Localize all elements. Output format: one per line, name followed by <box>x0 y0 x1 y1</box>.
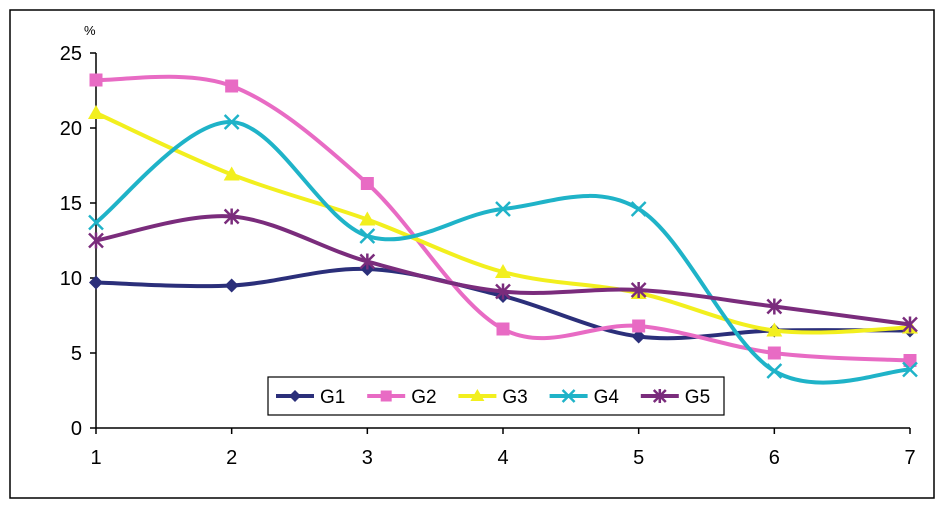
legend-item-g3: G3 <box>458 387 528 408</box>
data-point-g4 <box>902 361 918 378</box>
legend-swatch-marker <box>470 389 485 401</box>
data-point-g5 <box>223 208 240 225</box>
data-point-g2 <box>632 319 646 333</box>
marker-stroke <box>359 228 376 244</box>
x-tick-label: 3 <box>362 447 373 469</box>
y-tick-label: 10 <box>60 268 82 290</box>
legend-label: G5 <box>685 387 710 408</box>
marker-stroke <box>495 201 511 217</box>
data-point-g2 <box>225 79 239 93</box>
y-tick-label: 0 <box>71 418 82 440</box>
data-point-g2 <box>903 354 917 367</box>
legend-label: G3 <box>502 387 527 408</box>
data-point-g5 <box>495 283 511 300</box>
legend-label: G4 <box>594 387 620 408</box>
data-point-g5 <box>359 253 376 270</box>
data-point-g5 <box>630 282 647 298</box>
legend-item-g2: G2 <box>367 387 437 408</box>
data-point-g4 <box>495 201 511 217</box>
data-point-g4 <box>630 201 647 217</box>
data-point-g3 <box>223 166 240 181</box>
legend-swatch-marker <box>289 390 301 402</box>
series-g5 <box>88 208 918 333</box>
data-point-g4 <box>223 114 240 130</box>
marker-stroke <box>766 363 783 379</box>
x-tick-label: 5 <box>633 447 644 469</box>
data-point-g5 <box>766 298 783 315</box>
data-point-g1 <box>224 278 239 293</box>
series-g2 <box>89 73 917 367</box>
data-point-g2 <box>496 322 510 336</box>
y-tick-label: 15 <box>60 193 82 215</box>
legend-label: G2 <box>411 387 436 408</box>
legend-swatch-marker <box>380 390 392 402</box>
legend-item-g5: G5 <box>640 387 710 408</box>
data-point-g1 <box>631 329 646 344</box>
data-point-g3 <box>766 322 783 337</box>
marker-stroke <box>902 361 918 378</box>
data-point-g2 <box>767 346 781 360</box>
data-point-g4 <box>766 363 783 379</box>
legend-item-g4: G4 <box>549 387 620 408</box>
data-point-g2 <box>360 177 374 190</box>
legend-swatch-marker <box>652 389 667 403</box>
legend: G1 G2 G3 G4 G5 <box>267 376 725 416</box>
data-point-g4 <box>88 214 104 231</box>
data-point-g1 <box>89 275 103 290</box>
y-tick-label: 20 <box>60 118 82 140</box>
y-tick-label: 5 <box>71 343 82 365</box>
x-tick-label: 6 <box>769 447 780 469</box>
y-unit-label: % <box>84 23 96 38</box>
x-tick-label: 2 <box>226 447 237 469</box>
axes: 0 5 10 15 20 25 1 2 3 4 5 6 7 <box>60 43 916 469</box>
marker-stroke <box>561 389 576 403</box>
data-point-g3 <box>495 264 511 278</box>
x-tick-label: 7 <box>904 447 915 469</box>
data-point-g4 <box>359 228 376 244</box>
y-tick-label: 25 <box>60 43 82 65</box>
x-tick-label: 4 <box>497 447 508 469</box>
legend-item-g1: G1 <box>276 387 345 408</box>
series-g4 <box>88 114 918 385</box>
x-tick-label: 1 <box>90 447 101 469</box>
data-point-g5 <box>902 316 918 333</box>
data-point-g5 <box>88 232 104 249</box>
marker-stroke <box>88 214 104 231</box>
data-point-g3 <box>359 211 376 226</box>
series-layer <box>88 73 918 385</box>
data-point-g2 <box>89 73 103 87</box>
marker-stroke <box>223 114 240 130</box>
data-point-g3 <box>88 105 104 119</box>
legend-swatch-marker <box>561 389 576 403</box>
legend-label: G1 <box>320 387 345 408</box>
marker-stroke <box>630 201 647 217</box>
chart-border <box>9 9 935 499</box>
